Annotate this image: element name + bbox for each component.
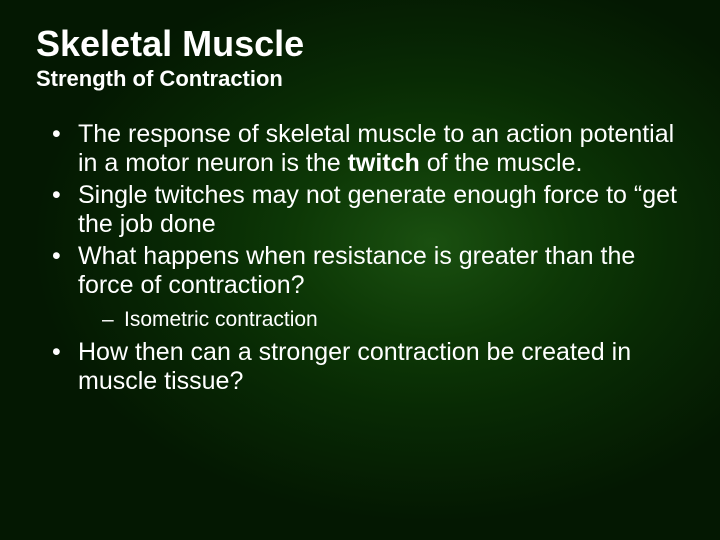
bullet-text: What happens when resistance is greater … (78, 242, 635, 300)
bullet-list: The response of skeletal muscle to an ac… (36, 120, 684, 397)
bullet-item: The response of skeletal muscle to an ac… (48, 120, 684, 179)
bullet-item: How then can a stronger contraction be c… (48, 338, 684, 397)
bullet-item: What happens when resistance is greater … (48, 242, 684, 332)
bullet-text: Single twitches may not generate enough … (78, 181, 677, 239)
bullet-bold: twitch (348, 149, 420, 177)
slide-title: Skeletal Muscle (36, 24, 684, 64)
sub-bullet-text: Isometric contraction (124, 308, 318, 331)
slide: Skeletal Muscle Strength of Contraction … (0, 0, 720, 540)
bullet-text: How then can a stronger contraction be c… (78, 338, 631, 396)
bullet-item: Single twitches may not generate enough … (48, 181, 684, 240)
sub-bullet-item: Isometric contraction (100, 307, 684, 332)
slide-subtitle: Strength of Contraction (36, 66, 684, 92)
bullet-text: of the muscle. (420, 149, 583, 177)
sub-bullet-list: Isometric contraction (78, 307, 684, 332)
